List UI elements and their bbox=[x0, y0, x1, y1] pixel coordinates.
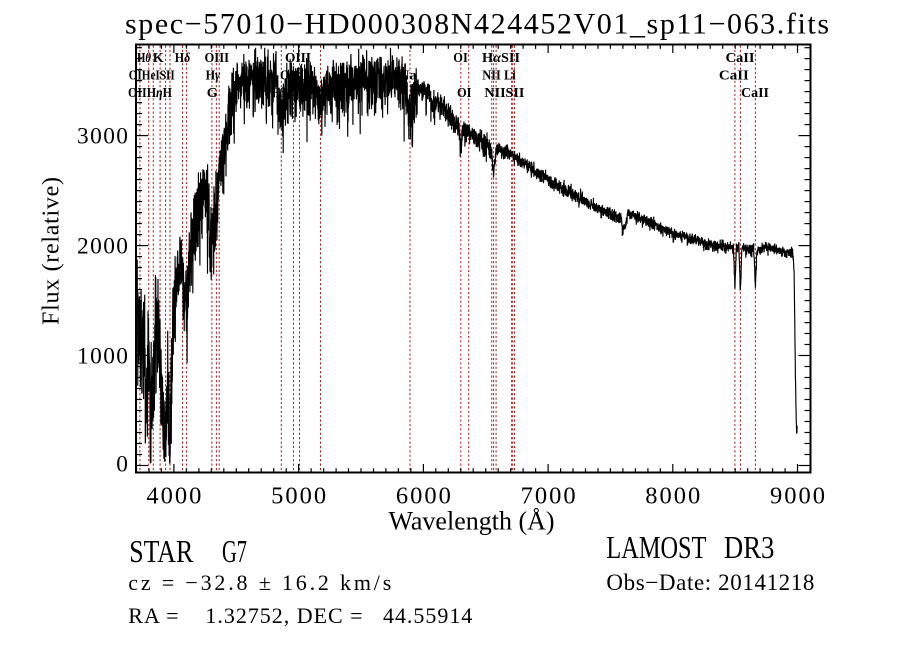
svg-text:OIII: OIII bbox=[285, 51, 311, 66]
svg-text:G: G bbox=[207, 86, 218, 101]
svg-text:1000: 1000 bbox=[77, 343, 128, 369]
svg-text:RA = 1.32752, DEC = 44.55: RA = 1.32752, DEC = 44.55914 bbox=[128, 603, 472, 628]
svg-text:CaII: CaII bbox=[726, 51, 755, 66]
svg-text:G7: G7 bbox=[222, 533, 247, 569]
svg-text:K: K bbox=[153, 51, 164, 66]
svg-text:OI: OI bbox=[453, 51, 468, 66]
svg-text:Hθ: Hθ bbox=[137, 51, 152, 66]
svg-text:Wavelength (Å): Wavelength (Å) bbox=[388, 507, 554, 536]
svg-text:Hδ: Hδ bbox=[175, 51, 191, 66]
svg-text:CaII: CaII bbox=[741, 86, 769, 101]
svg-text:OI: OI bbox=[457, 86, 472, 101]
svg-text:NII Li: NII Li bbox=[482, 69, 516, 84]
svg-text:LAMOST: LAMOST bbox=[606, 529, 706, 565]
svg-text:DR3: DR3 bbox=[724, 529, 775, 565]
svg-text:3000: 3000 bbox=[77, 123, 128, 149]
svg-text:Obs−Date: 20141218: Obs−Date: 20141218 bbox=[606, 570, 814, 595]
svg-text:Flux (relative): Flux (relative) bbox=[39, 177, 65, 325]
svg-text:2000: 2000 bbox=[77, 233, 128, 259]
svg-text:STAR: STAR bbox=[129, 533, 194, 569]
svg-text:NIISII: NIISII bbox=[484, 86, 524, 101]
svg-text:OIII: OIII bbox=[205, 51, 230, 66]
svg-text:OIIHηH: OIIHηH bbox=[128, 86, 172, 101]
svg-text:0: 0 bbox=[116, 452, 128, 478]
svg-text:CaII: CaII bbox=[719, 69, 749, 84]
svg-text:spec−57010−HD000308N424452V01_: spec−57010−HD000308N424452V01_sp11−063.f… bbox=[125, 8, 829, 41]
svg-text:cz = −32.8 ± 16.2 km/s: cz = −32.8 ± 16.2 km/s bbox=[128, 570, 391, 595]
svg-text:HαSII: HαSII bbox=[482, 51, 520, 66]
svg-text:OIHeISII: OIHeISII bbox=[129, 69, 175, 84]
svg-text:Hγ: Hγ bbox=[206, 69, 221, 84]
